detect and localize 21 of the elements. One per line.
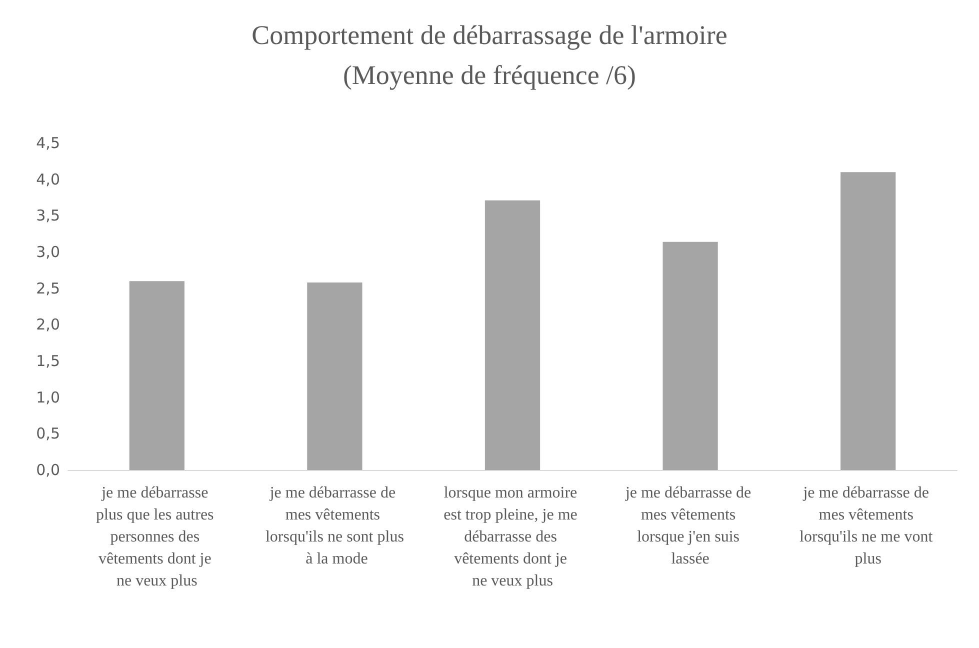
- x-tick-label: je me débarrasse plus que les autres personnes des vêtements dont je ne veux plus: [96, 484, 218, 590]
- y-tick-label: 3,0: [36, 243, 60, 261]
- bar: [662, 242, 718, 470]
- bar: [840, 172, 896, 470]
- bar: [129, 281, 184, 470]
- bar: [484, 200, 540, 470]
- y-tick-label: 0,0: [36, 461, 60, 479]
- y-tick-label: 1,5: [36, 352, 60, 370]
- x-tick-label: je me débarrasse de mes vêtements lorsque j'en suis lassée: [624, 484, 756, 568]
- y-tick-label: 3,5: [36, 206, 60, 225]
- y-tick-label: 4,0: [36, 170, 60, 188]
- x-tick-label: je me débarrasse de mes vêtements lorsqu'ils ne sont plus à la mode: [265, 484, 404, 568]
- y-tick-label: 2,0: [36, 316, 60, 334]
- x-tick-label: lorsque mon armoire est trop pleine, je me débarrasse des vêtements dont je ne veux plus: [444, 484, 582, 590]
- y-tick-label: 2,5: [36, 279, 60, 298]
- y-tick-label: 4,5: [36, 134, 60, 152]
- y-tick-label: 1,0: [36, 388, 60, 406]
- chart-title: Comportement de débarrassage de l'armoire (Moyenne de fréquence /6): [252, 20, 728, 90]
- bar: [307, 282, 362, 470]
- x-tick-label: je me débarrasse de mes vêtements lorsqu'ils ne me vont plus: [800, 484, 937, 568]
- y-tick-label: 0,5: [36, 424, 60, 443]
